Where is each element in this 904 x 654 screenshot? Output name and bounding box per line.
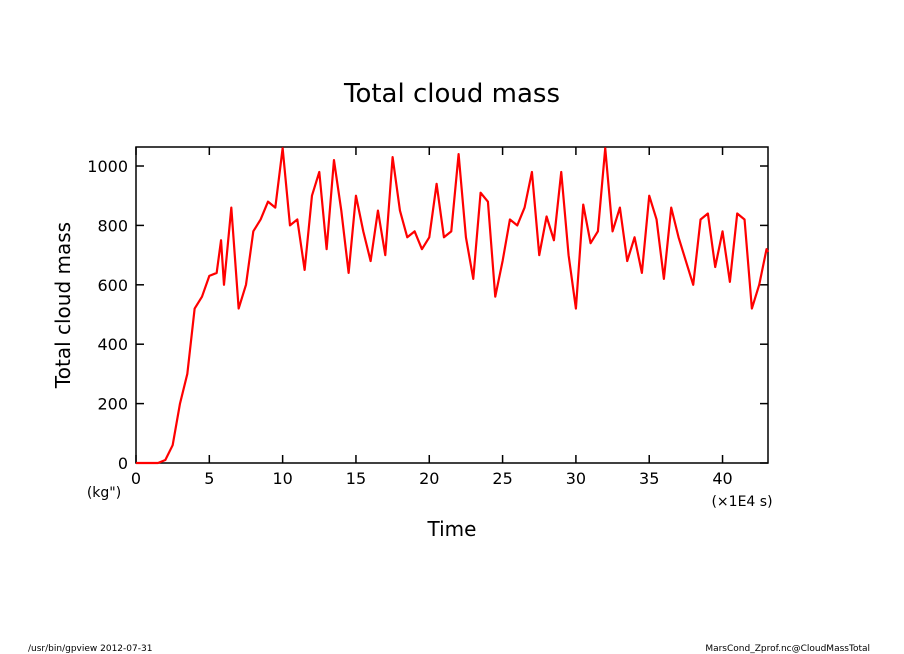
chart-title: Total cloud mass	[343, 79, 560, 109]
x-tick-label: 10	[272, 469, 292, 488]
x-tick-label: 25	[492, 469, 512, 488]
plot-frame	[135, 146, 769, 464]
x-tick-label: 5	[204, 469, 214, 488]
x-tick-label: 35	[639, 469, 659, 488]
footer-left: /usr/bin/gpview 2012-07-31	[28, 644, 152, 654]
data-line	[136, 147, 769, 465]
x-tick-label: 30	[566, 469, 586, 488]
footer-right: MarsCond_Zprof.nc@CloudMassTotal	[705, 644, 870, 654]
y-tick-label: 600	[97, 276, 128, 295]
y-axis-label: Total cloud mass	[51, 222, 75, 389]
y-tick-label: 1000	[87, 157, 128, 176]
y-tick-label: 200	[97, 395, 128, 414]
x-tick-label: 20	[419, 469, 439, 488]
y-tick-label: 800	[97, 216, 128, 235]
y-tick-label: 0	[118, 454, 128, 473]
y-axis-unit: (kg")	[87, 485, 121, 501]
y-tick-label: 400	[97, 335, 128, 354]
x-axis-unit: (×1E4 s)	[711, 494, 772, 510]
x-tick-label: 15	[346, 469, 366, 488]
x-axis-label: Time	[427, 517, 477, 541]
x-tick-label: 0	[131, 469, 141, 488]
x-tick-label: 40	[712, 469, 732, 488]
